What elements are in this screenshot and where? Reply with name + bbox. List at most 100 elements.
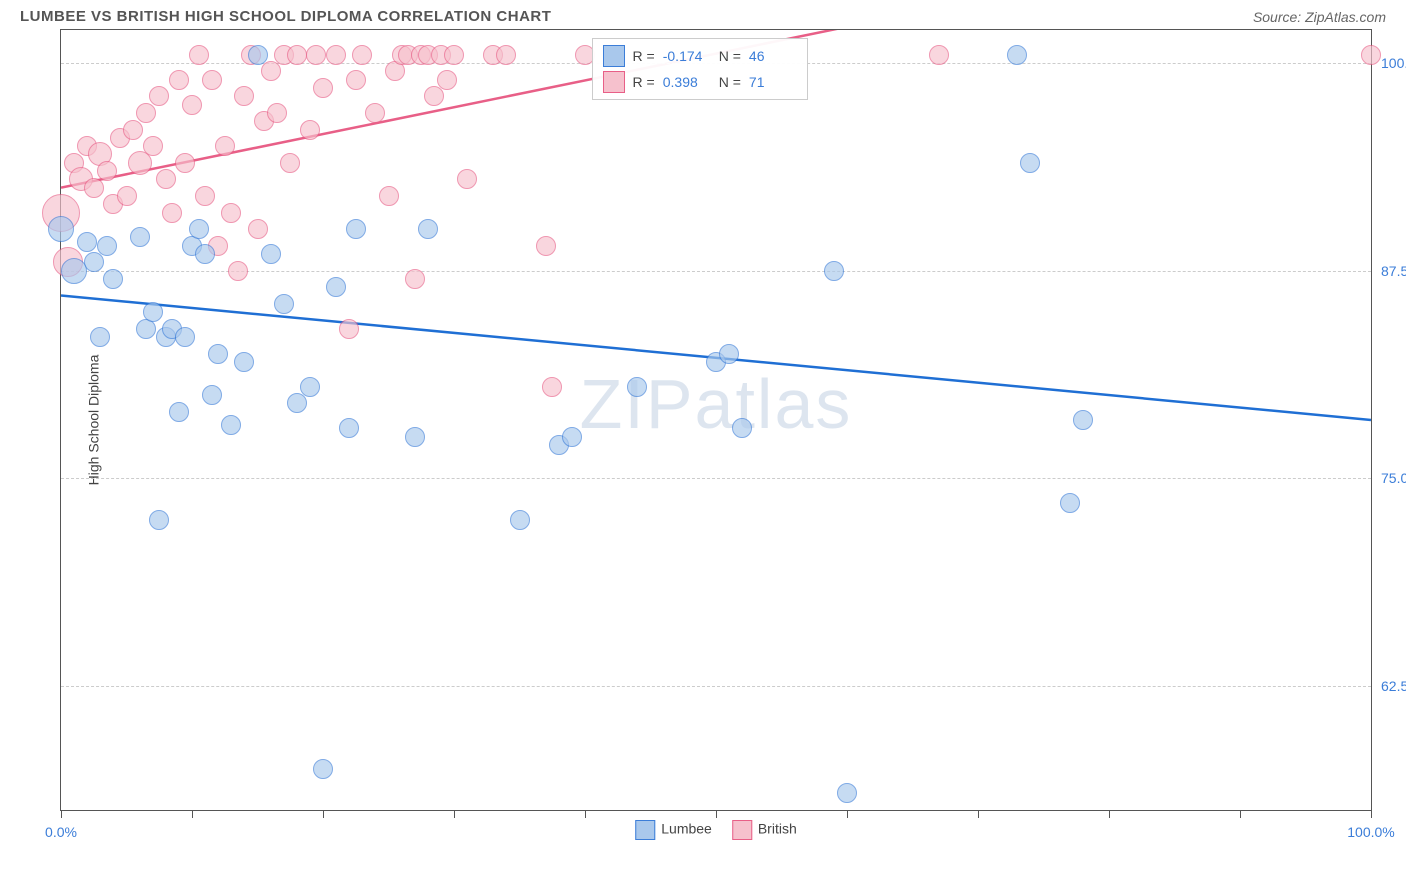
- scatter-point-british: [136, 103, 156, 123]
- scatter-point-lumbee: [195, 244, 215, 264]
- chart-source: Source: ZipAtlas.com: [1253, 9, 1386, 25]
- scatter-point-british: [352, 45, 372, 65]
- scatter-point-british: [267, 103, 287, 123]
- y-tick-label: 75.0%: [1381, 470, 1406, 486]
- scatter-point-lumbee: [1020, 153, 1040, 173]
- scatter-point-british: [313, 78, 333, 98]
- x-tick: [192, 810, 193, 818]
- scatter-point-british: [189, 45, 209, 65]
- scatter-point-british: [162, 203, 182, 223]
- scatter-point-lumbee: [837, 783, 857, 803]
- scatter-point-lumbee: [261, 244, 281, 264]
- scatter-point-lumbee: [202, 385, 222, 405]
- scatter-point-lumbee: [143, 302, 163, 322]
- scatter-point-lumbee: [77, 232, 97, 252]
- scatter-point-british: [379, 186, 399, 206]
- gridline-h: [61, 686, 1371, 687]
- scatter-point-british: [228, 261, 248, 281]
- correlation-legend: R =-0.174N =46R =0.398N =71: [592, 38, 808, 100]
- scatter-point-british: [326, 45, 346, 65]
- scatter-point-british: [444, 45, 464, 65]
- scatter-point-british: [457, 169, 477, 189]
- scatter-point-lumbee: [313, 759, 333, 779]
- scatter-point-lumbee: [248, 45, 268, 65]
- series-legend: Lumbee British: [635, 820, 797, 840]
- x-tick: [454, 810, 455, 818]
- scatter-point-british: [405, 269, 425, 289]
- x-tick: [585, 810, 586, 818]
- scatter-point-british: [195, 186, 215, 206]
- scatter-point-british: [261, 61, 281, 81]
- trend-lines: [61, 30, 1371, 810]
- x-tick: [1109, 810, 1110, 818]
- legend-r-label: R =: [633, 74, 655, 90]
- scatter-point-british: [496, 45, 516, 65]
- legend-swatch: [732, 820, 752, 840]
- scatter-point-lumbee: [189, 219, 209, 239]
- legend-label: Lumbee: [661, 821, 712, 837]
- scatter-point-british: [346, 70, 366, 90]
- scatter-point-lumbee: [510, 510, 530, 530]
- x-tick: [1240, 810, 1241, 818]
- scatter-point-british: [248, 219, 268, 239]
- scatter-point-lumbee: [1060, 493, 1080, 513]
- scatter-point-british: [123, 120, 143, 140]
- scatter-point-british: [221, 203, 241, 223]
- scatter-point-lumbee: [61, 258, 87, 284]
- scatter-point-lumbee: [300, 377, 320, 397]
- scatter-point-british: [339, 319, 359, 339]
- x-tick: [61, 810, 62, 818]
- scatter-point-lumbee: [149, 510, 169, 530]
- scatter-point-british: [97, 161, 117, 181]
- legend-n-value: 71: [749, 74, 797, 90]
- legend-n-value: 46: [749, 48, 797, 64]
- legend-row-lumbee: R =-0.174N =46: [603, 43, 797, 69]
- scatter-point-lumbee: [1007, 45, 1027, 65]
- x-tick: [847, 810, 848, 818]
- scatter-point-lumbee: [732, 418, 752, 438]
- x-tick-label: 100.0%: [1347, 824, 1394, 840]
- scatter-point-lumbee: [346, 219, 366, 239]
- scatter-point-british: [542, 377, 562, 397]
- scatter-point-british: [365, 103, 385, 123]
- chart-wrap: High School Diploma ZIPatlas 62.5%75.0%8…: [20, 29, 1386, 811]
- scatter-point-british: [156, 169, 176, 189]
- scatter-point-lumbee: [234, 352, 254, 372]
- legend-item-lumbee: Lumbee: [635, 820, 712, 840]
- x-tick-label: 0.0%: [45, 824, 77, 840]
- x-tick: [716, 810, 717, 818]
- scatter-point-british: [300, 120, 320, 140]
- x-tick: [1371, 810, 1372, 818]
- scatter-point-lumbee: [208, 344, 228, 364]
- legend-n-label: N =: [719, 48, 741, 64]
- scatter-point-lumbee: [169, 402, 189, 422]
- gridline-h: [61, 271, 1371, 272]
- scatter-point-lumbee: [90, 327, 110, 347]
- scatter-point-british: [169, 70, 189, 90]
- scatter-point-british: [117, 186, 137, 206]
- scatter-point-lumbee: [562, 427, 582, 447]
- legend-swatch: [603, 45, 625, 67]
- legend-label: British: [758, 821, 797, 837]
- scatter-point-british: [215, 136, 235, 156]
- legend-r-value: 0.398: [663, 74, 711, 90]
- scatter-point-british: [437, 70, 457, 90]
- scatter-point-lumbee: [103, 269, 123, 289]
- watermark: ZIPatlas: [580, 364, 853, 444]
- x-tick: [323, 810, 324, 818]
- scatter-point-lumbee: [130, 227, 150, 247]
- scatter-point-british: [182, 95, 202, 115]
- scatter-point-lumbee: [97, 236, 117, 256]
- scatter-point-lumbee: [326, 277, 346, 297]
- scatter-point-british: [929, 45, 949, 65]
- scatter-point-lumbee: [175, 327, 195, 347]
- chart-title: LUMBEE VS BRITISH HIGH SCHOOL DIPLOMA CO…: [20, 8, 551, 25]
- scatter-point-lumbee: [1073, 410, 1093, 430]
- scatter-point-lumbee: [719, 344, 739, 364]
- scatter-point-lumbee: [418, 219, 438, 239]
- legend-item-british: British: [732, 820, 797, 840]
- legend-n-label: N =: [719, 74, 741, 90]
- legend-swatch: [635, 820, 655, 840]
- scatter-point-british: [234, 86, 254, 106]
- scatter-point-lumbee: [627, 377, 647, 397]
